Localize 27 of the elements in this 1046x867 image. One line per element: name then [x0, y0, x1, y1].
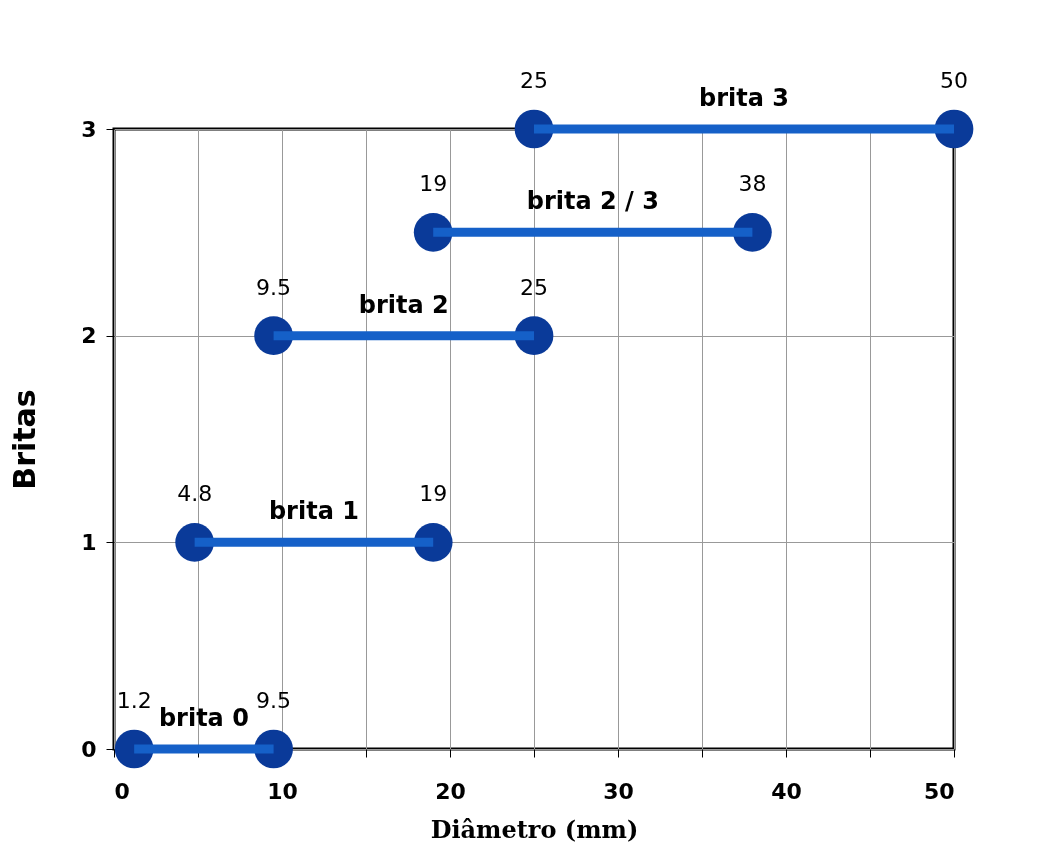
y-tick-label: 1	[81, 529, 97, 555]
series-label: brita 2	[358, 290, 449, 319]
y-tick-label: 2	[81, 323, 97, 349]
series-label: brita 2 / 3	[526, 187, 659, 216]
annotation: 4.8	[177, 481, 213, 507]
x-tick-label: 20	[435, 778, 466, 804]
annotation: 25	[520, 68, 548, 93]
x-tick-label: 40	[771, 778, 802, 804]
x-tick-label: 30	[603, 778, 634, 804]
x-tick-label: 0	[114, 778, 130, 804]
series-label: brita 0	[158, 704, 249, 732]
series-label: brita 1	[268, 497, 359, 526]
y-axis-title: Britas	[7, 389, 43, 490]
annotation: 19	[419, 171, 448, 197]
y-tick-label: 0	[81, 736, 97, 762]
y-tick-label: 3	[81, 116, 97, 142]
x-axis-title: Diâmetro (mm)	[430, 814, 639, 844]
annotation: 50	[940, 68, 968, 93]
annotation: 9.5	[256, 688, 292, 713]
annotation: 38	[738, 171, 767, 197]
annotation: 9.5	[256, 274, 292, 300]
x-tick-label: 10	[267, 778, 298, 804]
x-tick-label: 50	[923, 778, 955, 804]
annotation: 19	[419, 481, 448, 507]
annotation: 25	[520, 274, 548, 300]
annotation: 1.2	[116, 688, 152, 713]
series-label: brita 3	[699, 84, 789, 112]
